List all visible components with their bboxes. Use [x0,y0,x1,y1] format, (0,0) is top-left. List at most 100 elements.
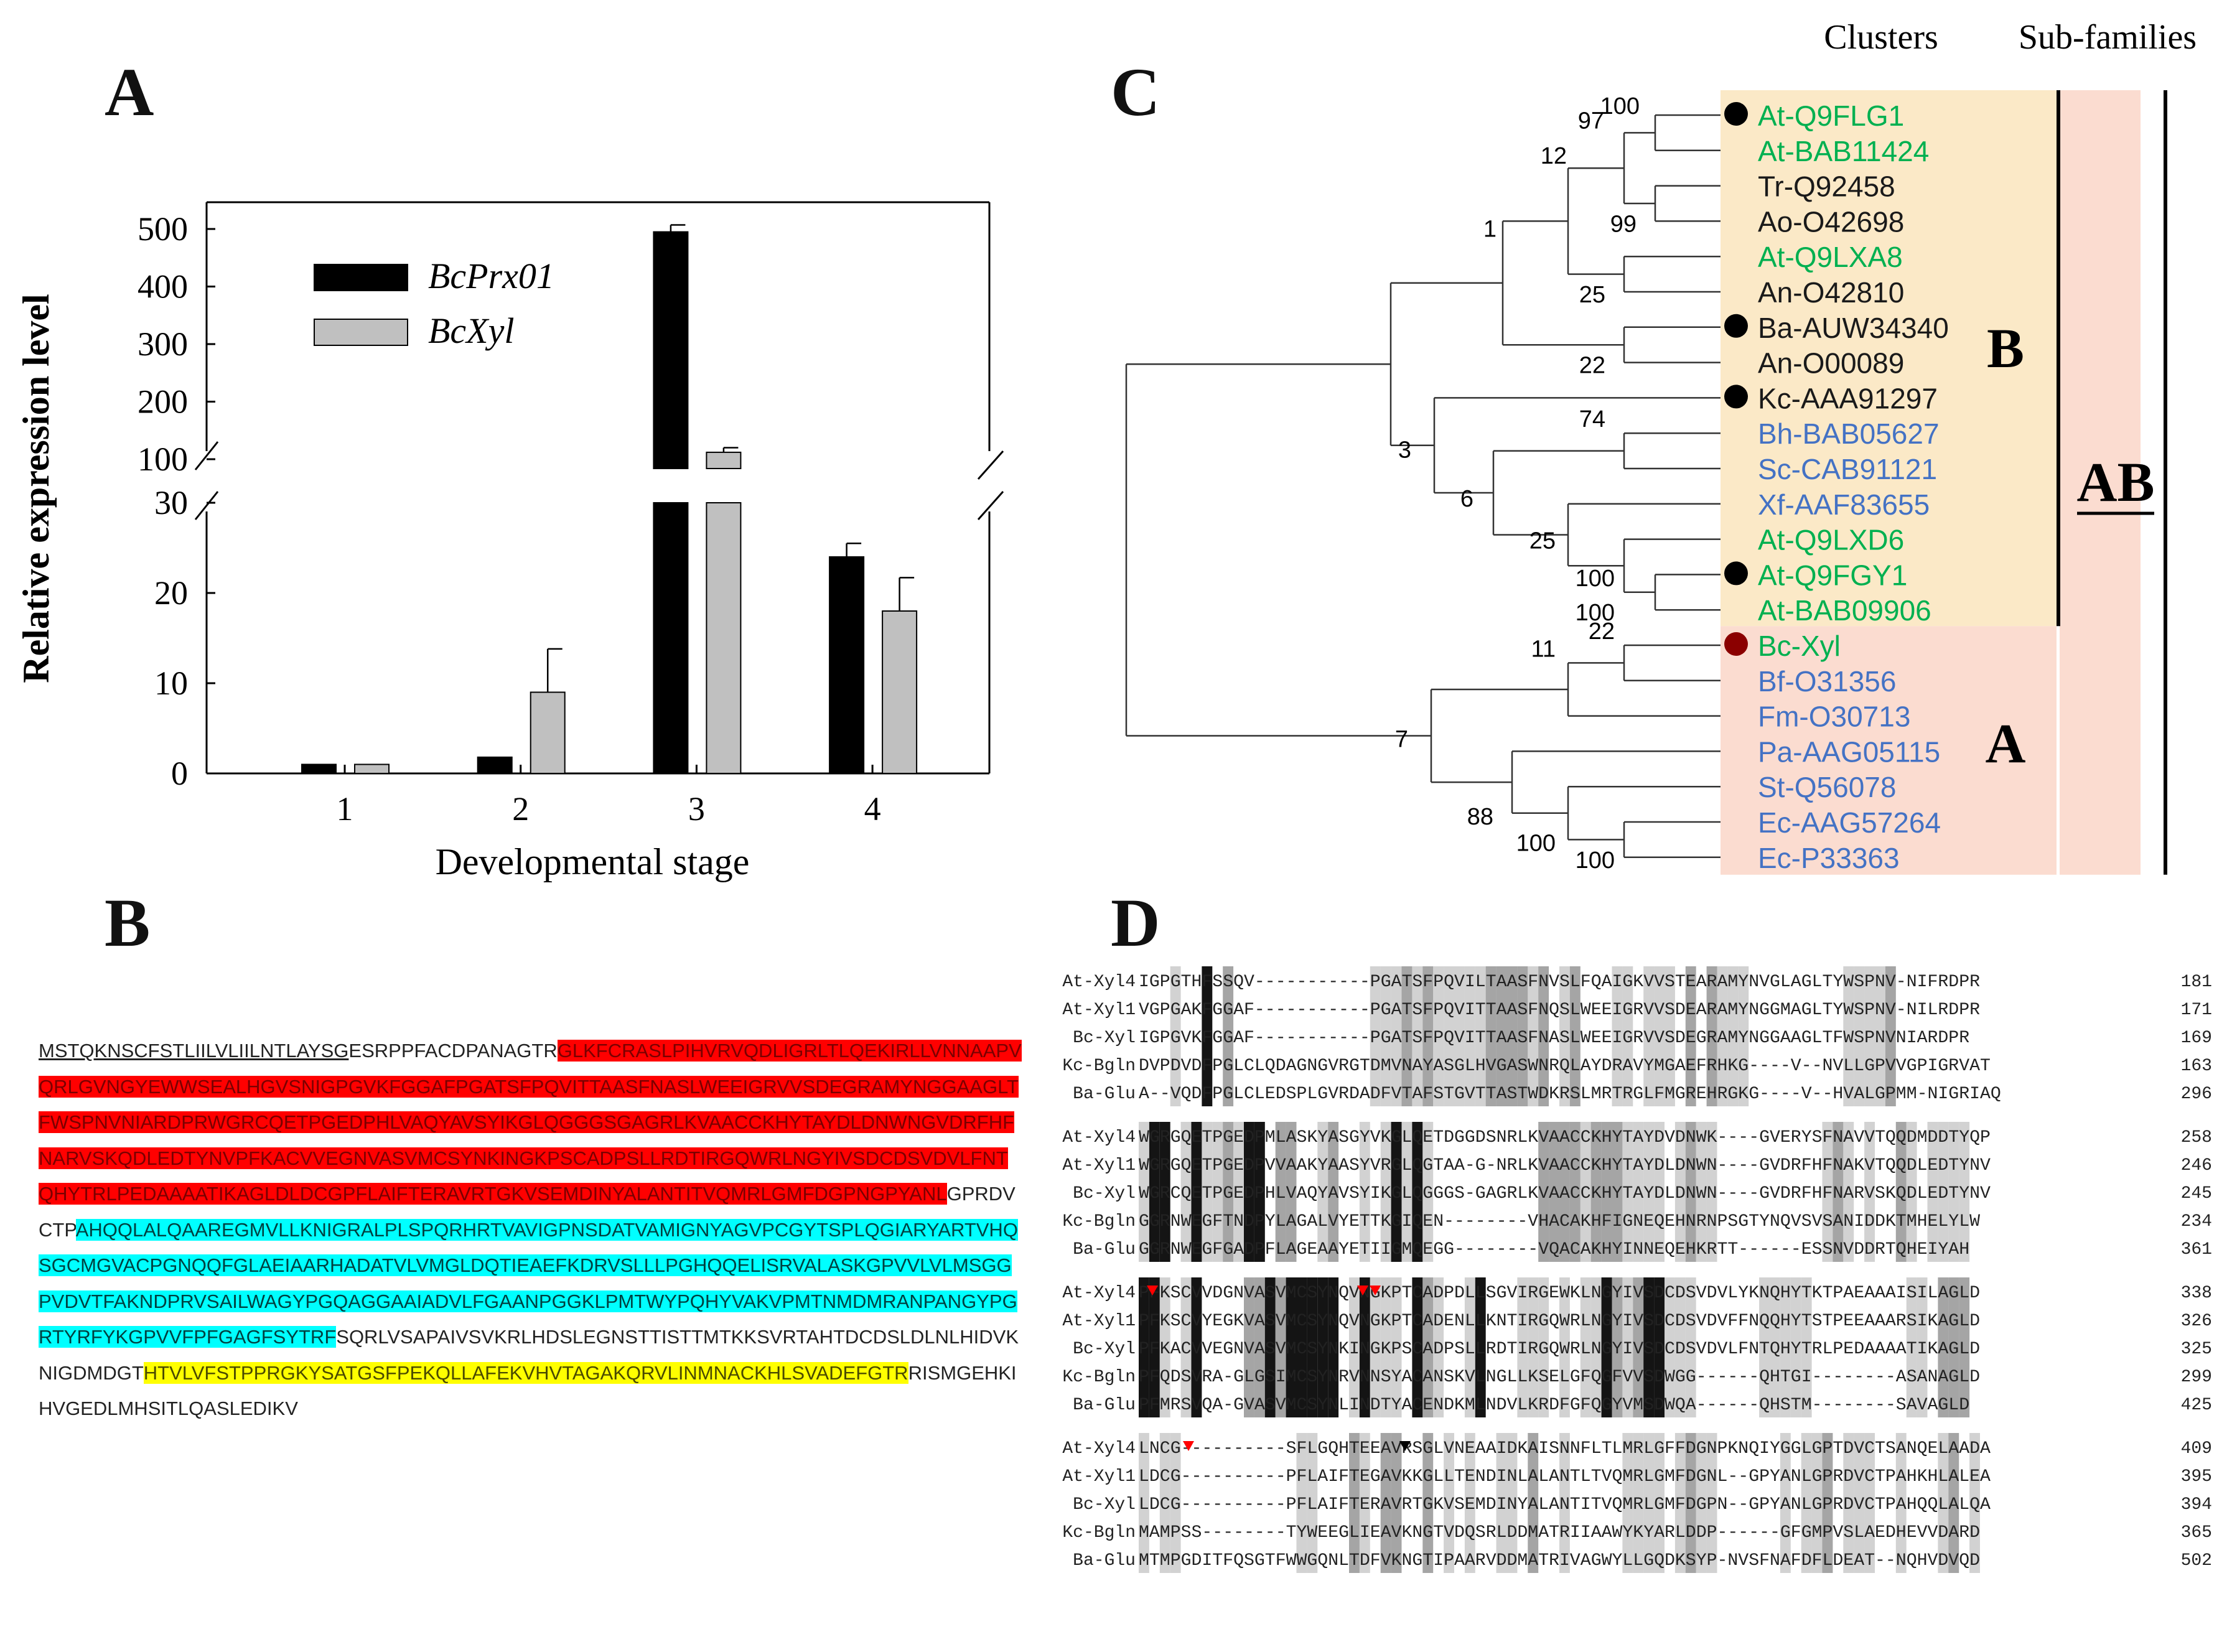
alignment-seq-name: At-Xyl4 [1062,1128,1136,1147]
conserved-column-shade [1464,1277,1475,1417]
conserved-column-shade [1244,1122,1254,1262]
bootstrap-value: 25 [1529,528,1556,554]
sequence-tail: RISMGEHKIHVGEDLMHSITLQASLEDIKV [39,1361,1017,1420]
bootstrap-value: 99 [1610,211,1637,237]
conserved-column-shade [1696,1433,1707,1573]
alignment-seq-name: At-Xyl4 [1062,1284,1136,1303]
expression-bar-chart: 100 200 300 400 500 0 10 20 30 1 2 3 4 BcPrx01 BcXyl De… [16,201,1004,882]
conserved-column-shade [1475,966,1486,1106]
alignment-position: 245 [2181,1184,2212,1203]
alignment-position: 234 [2181,1212,2212,1231]
conserved-column-shade [1633,1433,1644,1573]
alignment-sequence: PFMRSVQA-GVASVMCSYNLINDTYACENDKMLNDVLKRD… [1139,1396,1969,1415]
conserved-column-shade [1696,1122,1707,1262]
alignment-sequence: WGRGQETPGEDPMLASKYASGYVKGLQETDGGDSNRLKVA… [1139,1128,1991,1147]
y-tick-label: 100 [138,441,188,478]
alignment-sequence: LNCG----------SFLGQHTEEAVRSGLVNEAAIDKAIS… [1139,1439,1991,1458]
conserved-column-shade [1139,1433,1149,1573]
taxon-label: Xf-AAF83655 [1758,488,1930,521]
conserved-column-shade [1275,1277,1286,1417]
alignment-sequence: LDCG----------PFLAIFTERAVRTGKVSEMDINYALA… [1139,1495,1991,1514]
alignment-position: 425 [2181,1396,2212,1415]
alignment-position: 246 [2181,1156,2212,1175]
conserved-column-shade [1843,1433,1854,1573]
subfamily-background [2060,90,2141,875]
conserved-column-shade [1159,1122,1170,1262]
conserved-column-shade [1212,1122,1223,1262]
conserved-column-shade [1622,1433,1633,1573]
taxon-label: Bh-BAB05627 [1758,418,1940,450]
conserved-column-shade [1496,1433,1507,1573]
conserved-column-shade [1706,1122,1717,1262]
conserved-column-shade [1959,1277,1970,1417]
conserved-column-shade [1170,1433,1181,1573]
conserved-column-shade [1139,1277,1149,1417]
sequence-alignment: At-Xyl4 IGPGTHFSSQV-----------PGATSFPQVIL… [1062,966,2212,1573]
alignment-position: 409 [2181,1439,2212,1458]
taxon-label: Kc-AAA91297 [1758,382,1938,414]
phylogenetic-tree: Clusters Sub-families B A AB At-Q9FLG1At-BAB1… [1125,18,2197,875]
conserved-column-shade [1286,1277,1297,1417]
alignment-seq-name: Ba-Glu [1073,1396,1136,1415]
conserved-column-shade [1875,966,1885,1106]
alignment-seq-name: At-Xyl4 [1062,973,1136,992]
conserved-column-shade [1506,1433,1518,1573]
conserved-column-shade [1654,1277,1665,1417]
conserved-column-shade [1359,1277,1370,1417]
taxon-label: At-Q9FGY1 [1758,559,1907,591]
conserved-column-shade [1643,966,1655,1106]
bootstrap-value: 22 [1589,618,1615,645]
conserved-column-shade [1380,1122,1391,1262]
conserved-column-shade [1296,1433,1307,1573]
bootstrap-value: 100 [1576,566,1615,592]
conserved-column-shade [1380,1433,1391,1573]
conserved-column-shade [1938,1277,1949,1417]
conserved-column-shade [1738,966,1749,1106]
conserved-column-shade [1275,1122,1286,1262]
sequence-linker-2: GPRDVCTP [39,1183,1016,1241]
conserved-column-shade [1559,966,1570,1106]
conserved-column-shade [1444,966,1454,1106]
conserved-column-shade [1590,1277,1602,1417]
conserved-column-shade [1612,1277,1623,1417]
alignment-seq-name: Bc-Xyl [1073,1029,1136,1048]
conserved-column-shade [1601,1277,1612,1417]
alignment-position: 296 [2181,1085,2212,1104]
conserved-column-shade [1612,966,1623,1106]
y-tick-label: 300 [138,325,188,363]
taxon-label: Pa-AAG05115 [1758,735,1940,768]
legend-label: BcPrx01 [428,256,554,296]
taxon-label: At-BAB09906 [1758,594,1931,627]
axis-break-mark-left [194,441,219,470]
conserved-column-shade [1317,1122,1328,1262]
bootstrap-value: 12 [1541,143,1567,169]
conserved-column-shade [1822,1433,1833,1573]
gh3-n-terminal-domain: GLKFCRASLPIHVRVQDLIGRLTLQEKIRLLVNNAAPVQR… [39,1040,1022,1205]
conserved-column-shade [1159,1433,1170,1573]
conserved-column-shade [1569,1122,1581,1262]
taxon-label: Ba-AUW34340 [1758,312,1949,344]
alignment-position: 502 [2181,1551,2212,1570]
alignment-position: 171 [2181,1001,2212,1020]
alignment-seq-name: Kc-Bgln [1062,1212,1136,1231]
alignment-sequence: VGPGAKFGGAF-----------PGATSFPQVITTAASFNQ… [1139,1001,1980,1020]
alignment-seq-name: Ba-Glu [1073,1551,1136,1570]
conserved-column-shade [1170,966,1181,1106]
conserved-column-shade [1559,1277,1570,1417]
conserved-column-shade [1927,1122,1938,1262]
conserved-column-shade [1307,1433,1318,1573]
conserved-column-shade [1895,1433,1907,1573]
conserved-column-shade [1685,966,1696,1106]
panel-b: B [0,871,1045,1652]
conserved-column-shade [1422,966,1434,1106]
taxon-label: An-O00089 [1758,347,1904,380]
conserved-column-shade [1349,1433,1360,1573]
alignment-seq-name: At-Xyl1 [1062,1001,1136,1020]
conserved-column-shade [1706,1433,1717,1573]
alignment-seq-name: Bc-Xyl [1073,1340,1136,1359]
catalytic-site-marker [1370,1286,1381,1295]
bar-BcXyl [706,451,742,470]
conserved-column-shade [1328,1277,1339,1417]
conserved-column-shade [1517,966,1528,1106]
fn3-like-domain: HTVLVFSTPPRGKYSATGSFPEKQLLAFEKVHVTAGAKQR… [143,1361,908,1384]
